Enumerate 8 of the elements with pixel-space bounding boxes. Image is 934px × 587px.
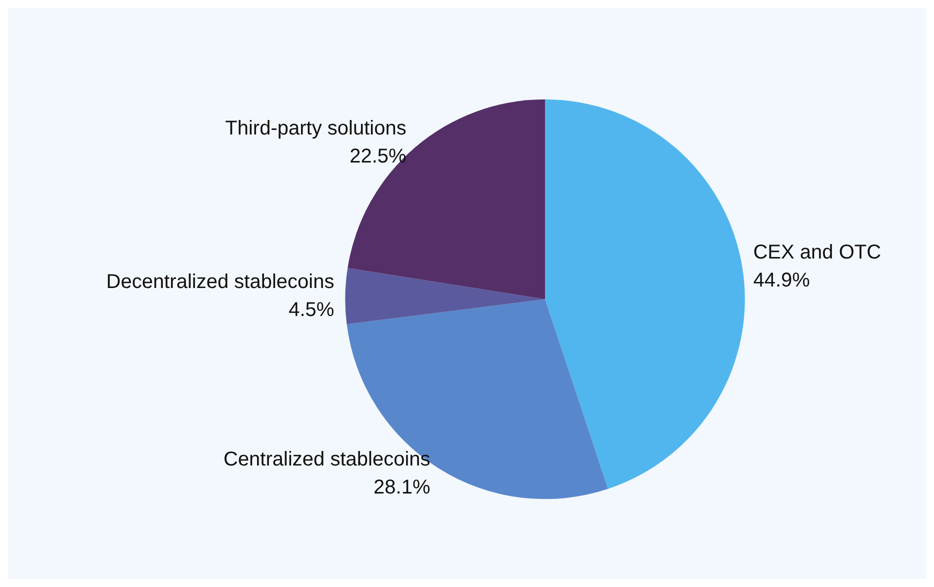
slice-label: Third-party solutions: [225, 118, 406, 140]
data-label: 44.9%: [753, 269, 810, 292]
data-label: 28.1%: [374, 476, 430, 498]
slice-label: Centralized stablecoins: [223, 448, 430, 470]
data-label: 22.5%: [350, 146, 407, 168]
slice-label: CEX and OTC: [753, 241, 882, 264]
slice-label: Decentralized stablecoins: [106, 270, 334, 293]
data-label: 4.5%: [288, 298, 334, 321]
